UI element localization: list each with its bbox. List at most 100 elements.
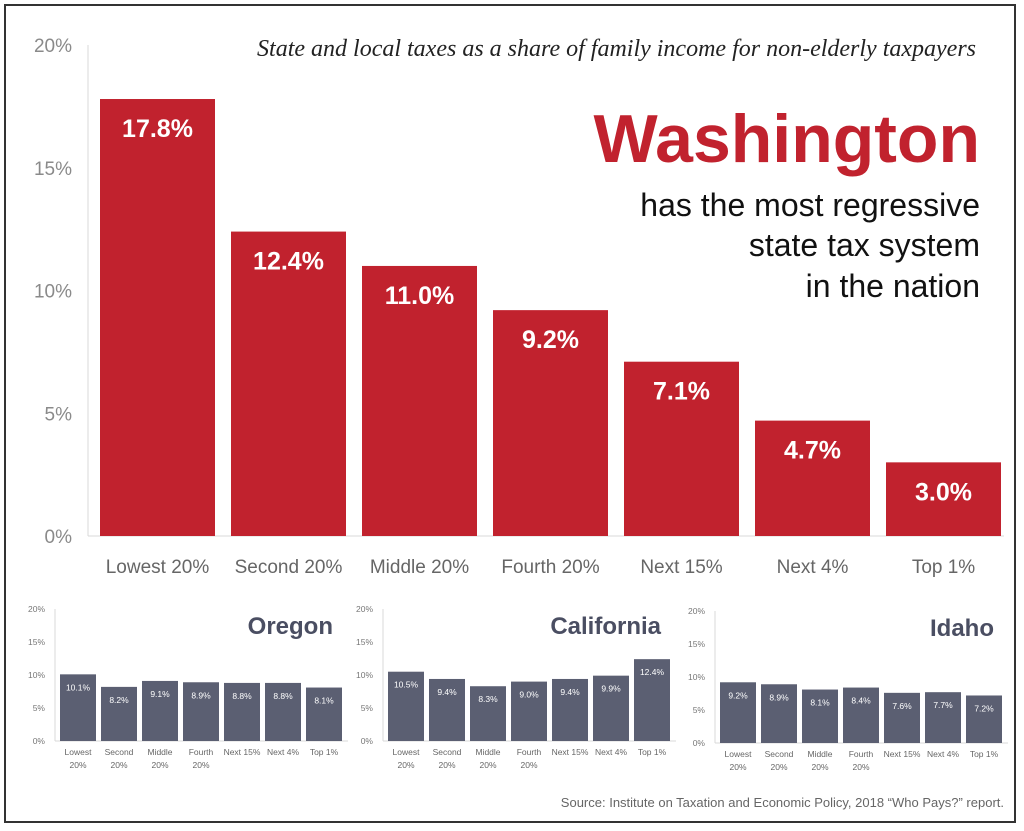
y-tick-label: 20%: [28, 604, 45, 614]
bar: [142, 680, 178, 741]
bar-value-label: 7.1%: [653, 378, 710, 406]
bar-value-label: 8.3%: [478, 694, 498, 704]
bar: [884, 692, 920, 743]
y-tick-label: 15%: [34, 159, 72, 180]
bar: [552, 678, 588, 741]
bar-value-label: 9.4%: [560, 687, 580, 697]
x-tick-label: Fourth: [517, 747, 542, 757]
x-tick-label: Second: [433, 747, 462, 757]
bar: [224, 682, 260, 741]
bar-value-label: 4.7%: [784, 437, 841, 465]
bar: [100, 99, 215, 536]
y-tick-label: 0%: [361, 736, 374, 746]
bar: [886, 462, 1001, 536]
bar-value-label: 9.2%: [728, 690, 748, 700]
bar: [761, 684, 797, 743]
bar-value-label: 7.6%: [892, 701, 912, 711]
bar-value-label: 9.9%: [601, 684, 621, 694]
bar-value-label: 12.4%: [253, 248, 324, 276]
y-tick-label: 20%: [34, 36, 72, 57]
bar: [470, 686, 506, 741]
x-tick-label: Next 4%: [267, 747, 300, 757]
bar: [388, 671, 424, 741]
bar-value-label: 12.4%: [640, 667, 665, 677]
bar-value-label: 9.1%: [150, 689, 170, 699]
x-tick-label: 20%: [397, 760, 414, 770]
x-tick-label: Next 15%: [224, 747, 261, 757]
x-tick-label: Next 15%: [552, 747, 589, 757]
x-tick-label: Fourth: [189, 747, 214, 757]
bar-value-label: 8.8%: [232, 691, 252, 701]
x-tick-label: Next 15%: [640, 557, 722, 578]
bar-value-label: 7.2%: [974, 703, 994, 713]
x-tick-label: Next 4%: [595, 747, 628, 757]
bar-value-label: 10.1%: [66, 682, 91, 692]
idaho-chart: 0% 5% 10% 15% 20% Idaho 9.2% Lowest 20% 8.9% Secon…: [688, 606, 1008, 772]
x-tick-label: Lowest: [393, 747, 421, 757]
bar: [720, 682, 756, 743]
bar-value-label: 9.0%: [519, 690, 539, 700]
x-tick-label: Top 1%: [912, 557, 975, 578]
x-tick-label: 20%: [69, 760, 86, 770]
x-tick-label: Second: [105, 747, 134, 757]
bar: [624, 361, 739, 536]
x-tick-label: 20%: [852, 762, 869, 772]
california-chart: 0% 5% 10% 15% 20% California 10.5% Lowest 20% 9.4…: [356, 604, 676, 770]
bar: [511, 681, 547, 741]
bar-value-label: 10.5%: [394, 680, 419, 690]
bar-value-label: 8.2%: [109, 695, 129, 705]
bar-value-label: 8.9%: [191, 690, 211, 700]
x-tick-label: Next 4%: [927, 749, 960, 759]
oregon-chart: 0% 5% 10% 15% 20% Oregon 10.1% Lowest 20% 8.2% Sec…: [28, 604, 348, 770]
bar-value-label: 9.2%: [522, 326, 579, 354]
x-tick-label: Middle 20%: [370, 557, 469, 578]
x-tick-label: Second 20%: [235, 557, 343, 578]
bar: [593, 675, 629, 741]
headline-washington: Washington: [593, 101, 980, 177]
bar: [966, 695, 1002, 743]
bar-value-label: 8.1%: [810, 698, 830, 708]
bar: [306, 687, 342, 741]
bar: [265, 682, 301, 741]
x-tick-label: 20%: [151, 760, 168, 770]
bar: [843, 687, 879, 743]
bar-value-label: 7.7%: [933, 700, 953, 710]
tagline-line-1: has the most regressive: [640, 187, 980, 223]
bar: [802, 689, 838, 743]
source-note: Source: Institute on Taxation and Econom…: [561, 795, 1004, 810]
y-tick-label: 10%: [688, 672, 705, 682]
x-tick-label: 20%: [770, 762, 787, 772]
x-tick-label: Lowest: [65, 747, 93, 757]
x-tick-label: 20%: [811, 762, 828, 772]
washington-chart: 0% 5% 10% 15% 20% 17.8% Lowest 20% 12.4% Second …: [34, 36, 1004, 578]
bar: [925, 692, 961, 743]
x-tick-label: Fourth: [849, 749, 874, 759]
small-chart-title: Idaho: [930, 615, 994, 642]
bar-value-label: 8.1%: [314, 696, 334, 706]
bar: [60, 674, 96, 741]
bar-value-label: 8.9%: [769, 692, 789, 702]
bar: [231, 231, 346, 536]
bar-value-label: 9.4%: [437, 687, 457, 697]
bar-value-label: 8.8%: [273, 691, 293, 701]
y-tick-label: 10%: [34, 282, 72, 303]
x-tick-label: 20%: [438, 760, 455, 770]
y-tick-label: 20%: [688, 606, 705, 616]
y-tick-label: 10%: [28, 670, 45, 680]
bar: [493, 310, 608, 536]
y-tick-label: 15%: [688, 639, 705, 649]
bar: [183, 682, 219, 741]
x-tick-label: 20%: [192, 760, 209, 770]
y-tick-label: 0%: [45, 527, 73, 548]
y-tick-label: 5%: [33, 703, 46, 713]
x-tick-label: Middle: [807, 749, 832, 759]
x-tick-label: Second: [765, 749, 794, 759]
bar-value-label: 11.0%: [385, 282, 455, 310]
x-tick-label: Fourth 20%: [501, 557, 599, 578]
x-tick-label: 20%: [479, 760, 496, 770]
y-tick-label: 10%: [356, 670, 373, 680]
x-tick-label: Top 1%: [310, 747, 339, 757]
y-tick-label: 0%: [33, 736, 46, 746]
bar: [362, 265, 477, 536]
x-tick-label: Top 1%: [638, 747, 667, 757]
